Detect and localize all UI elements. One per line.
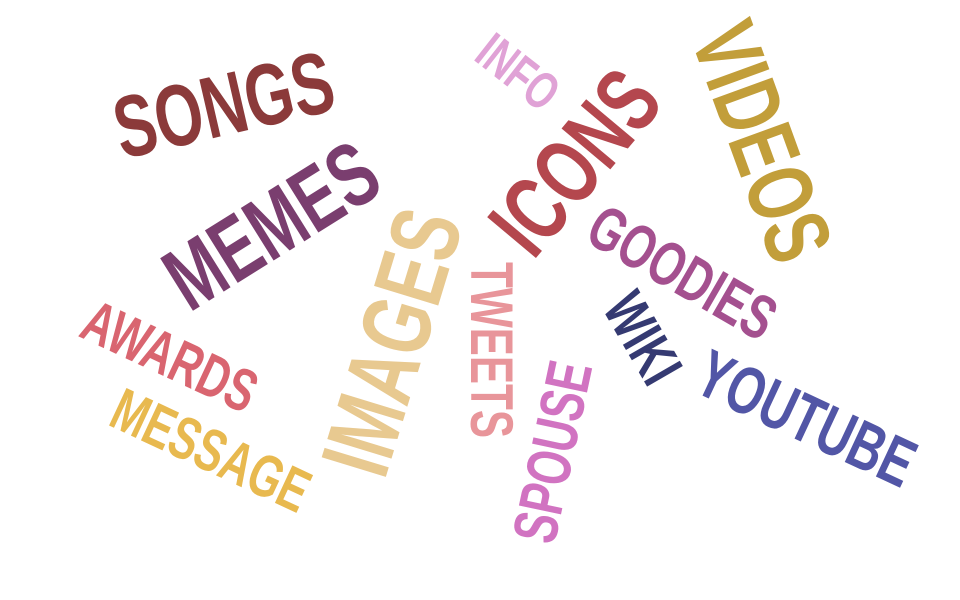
word-youtube: YOUTUBE	[685, 336, 927, 502]
word-videos: VIDEOS	[672, 9, 853, 275]
word-tweets: TWEETS	[458, 262, 525, 438]
